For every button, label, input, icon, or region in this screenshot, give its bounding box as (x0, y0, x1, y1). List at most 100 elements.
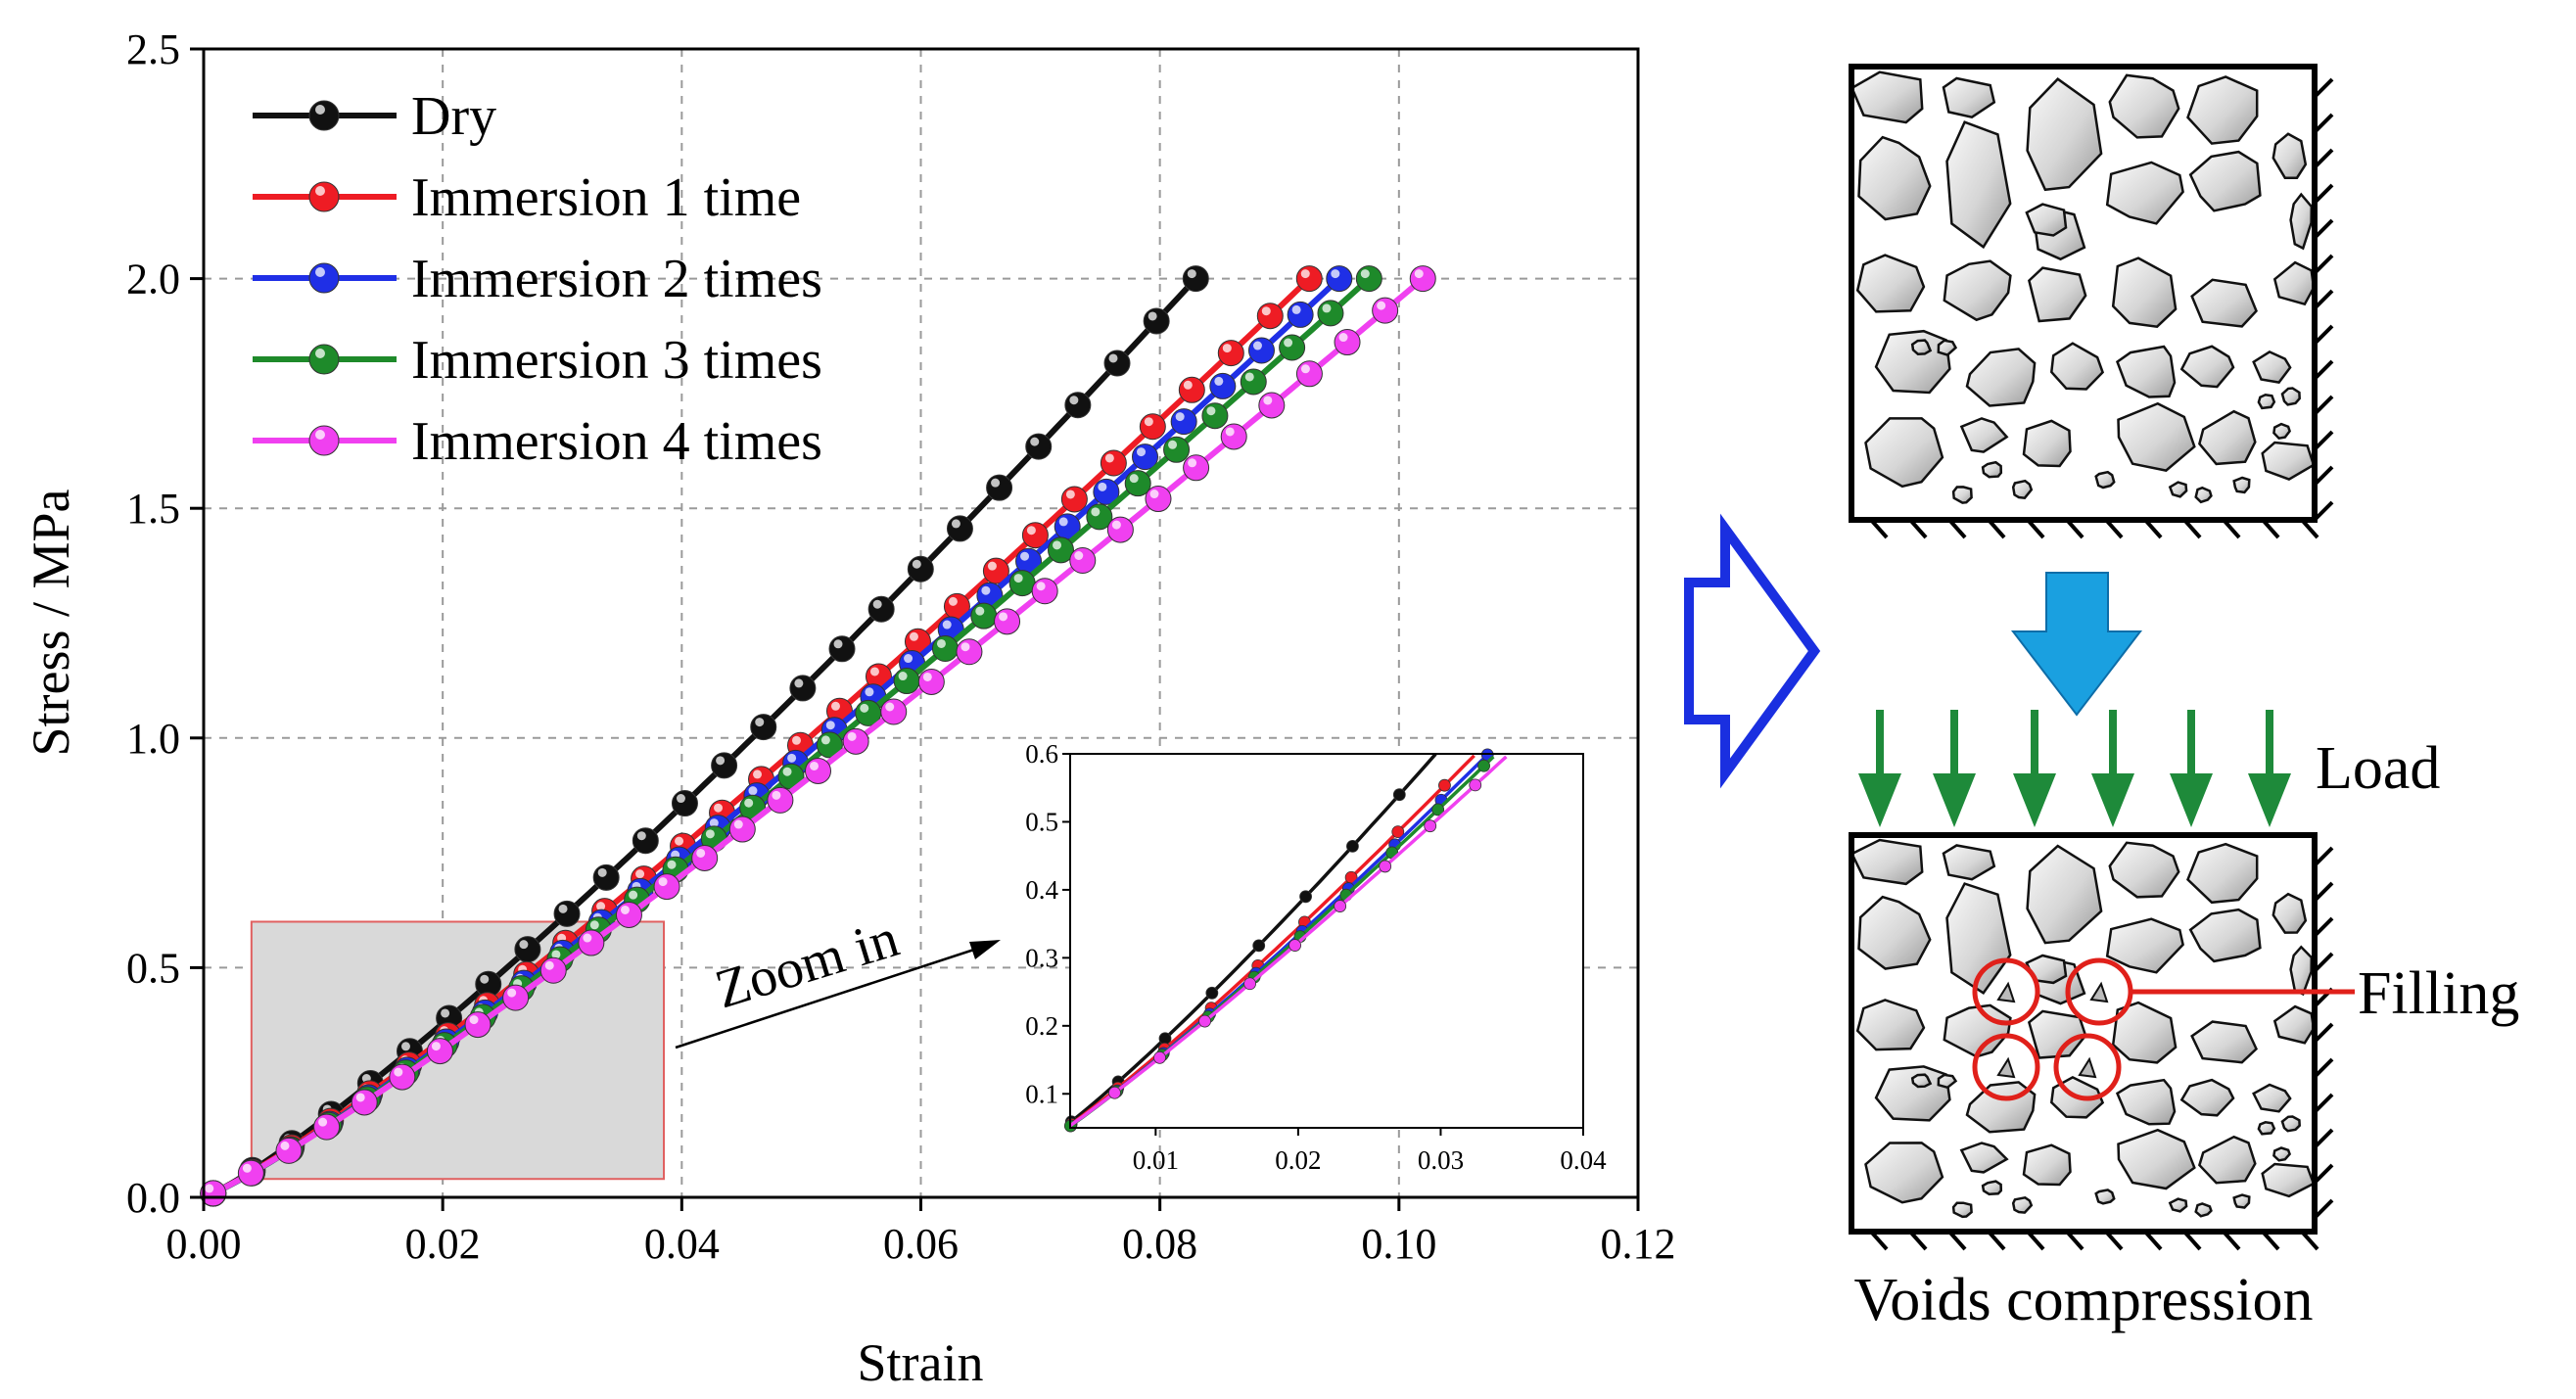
x-tick-label: 0.06 (883, 1220, 959, 1268)
legend-marker (308, 344, 340, 375)
load-arrow-head (2013, 773, 2056, 827)
data-point-highlight (441, 1008, 450, 1018)
aggregate-stone (2115, 345, 2177, 398)
legend-marker (308, 425, 340, 456)
hatch-mark (2104, 518, 2124, 539)
aggregate-stone (1942, 76, 1996, 119)
hatch-mark (2313, 113, 2334, 134)
data-point (1183, 454, 1210, 482)
aggregate-stone (2094, 1189, 2116, 1205)
legend-marker-highlight (315, 267, 325, 277)
data-point (907, 555, 934, 583)
aggregate-stone (1943, 259, 2012, 322)
wall-hatch-compressed (1869, 846, 2334, 1251)
data-point-highlight (636, 831, 646, 841)
aggregate-stone (1857, 895, 1932, 970)
data-point-highlight (714, 803, 724, 813)
aggregate-box-frame-compressed (1849, 832, 2318, 1235)
data-point-highlight (1360, 269, 1370, 279)
inset-data-point (1299, 890, 1312, 904)
aggregate-stone (1850, 838, 1924, 886)
aggregate-stone (1981, 1180, 2003, 1196)
aggregate-stone (2105, 917, 2184, 974)
aggregate-stone (2272, 132, 2308, 180)
data-point-highlight (280, 1141, 290, 1150)
aggregate-stone (2257, 1121, 2276, 1136)
hatch-mark (2313, 218, 2334, 240)
aggregate-stone (2252, 1083, 2292, 1113)
data-point-highlight (709, 818, 719, 828)
aggregate-stone (2232, 1193, 2251, 1209)
data-point-highlight (782, 767, 792, 776)
data-point-highlight (1338, 333, 1348, 343)
filled-particle (2078, 1056, 2097, 1079)
data-point-highlight (865, 687, 874, 697)
down-arrow-icon (2010, 572, 2143, 717)
y-axis-label: Stress / MPa (22, 489, 80, 756)
inset-background (1070, 754, 1583, 1128)
filled-particle (1996, 981, 2016, 1003)
data-point (653, 873, 680, 901)
aggregate-stone (2272, 1004, 2316, 1045)
zoom-arrow-head (969, 940, 1001, 959)
data-point (578, 929, 605, 956)
aggregate-stone (2272, 1146, 2292, 1162)
aggregate-stone (1942, 844, 1996, 881)
hatch-mark (2313, 254, 2334, 275)
hatch-mark (2313, 1128, 2334, 1149)
data-point (237, 1159, 264, 1187)
data-point (275, 1137, 303, 1164)
inset-data-point (1438, 778, 1451, 792)
data-point-highlight (948, 596, 958, 606)
aggregate-stone (2280, 387, 2301, 406)
data-point (1256, 303, 1284, 330)
data-point-highlight (904, 654, 913, 664)
data-point-highlight (981, 585, 991, 595)
data-point-highlight (1069, 396, 1079, 405)
data-point-highlight (480, 974, 490, 984)
data-point-highlight (1222, 344, 1232, 353)
inset-series-line (1068, 754, 1475, 1127)
data-point (1287, 301, 1314, 328)
aggregate-stone (2257, 394, 2276, 410)
aggregate-stone (2280, 1115, 2301, 1133)
inset-data-point (1243, 977, 1256, 991)
aggregate-stone (1855, 999, 1926, 1051)
filling-circles (1972, 957, 2133, 1101)
legend-marker-highlight (315, 186, 325, 196)
aggregate-box-initial (1849, 64, 2334, 539)
data-point (1317, 300, 1344, 327)
data-point (313, 1113, 341, 1141)
aggregate-stone (1910, 339, 1933, 355)
inset-y-tick-label: 0.5 (1025, 807, 1058, 836)
hatch-mark (2222, 518, 2241, 539)
legend-marker (308, 100, 340, 131)
data-point-highlight (753, 769, 763, 779)
data-point-highlight (1091, 507, 1101, 517)
aggregate-stone (2026, 77, 2103, 192)
aggregate-stone (2011, 1195, 2034, 1214)
inset-x-tick-label: 0.03 (1418, 1145, 1464, 1175)
inset-data-point (1108, 1086, 1121, 1099)
hatch-mark (2313, 148, 2334, 169)
data-point-highlight (1020, 551, 1030, 561)
data-point (1409, 265, 1436, 293)
aggregate-stone (2179, 345, 2235, 389)
data-point-highlight (544, 960, 554, 970)
data-point-highlight (1225, 427, 1235, 437)
data-point (1060, 486, 1088, 513)
data-point (1247, 337, 1275, 364)
data-point-highlight (1137, 447, 1147, 457)
x-axis-label: Strain (858, 1333, 984, 1392)
data-point (711, 752, 738, 779)
aggregate-stone (1937, 339, 1958, 357)
data-point-highlight (1074, 551, 1084, 561)
aggregate-stone (2049, 342, 2105, 391)
load-arrow-head (1933, 773, 1976, 827)
aggregate-stone (2026, 844, 2103, 945)
data-point-highlight (507, 988, 517, 998)
filled-particle (1996, 1056, 2016, 1079)
data-point (514, 936, 541, 963)
legend-entry-label: Immersion 3 times (411, 330, 822, 391)
data-point-highlight (810, 761, 820, 770)
